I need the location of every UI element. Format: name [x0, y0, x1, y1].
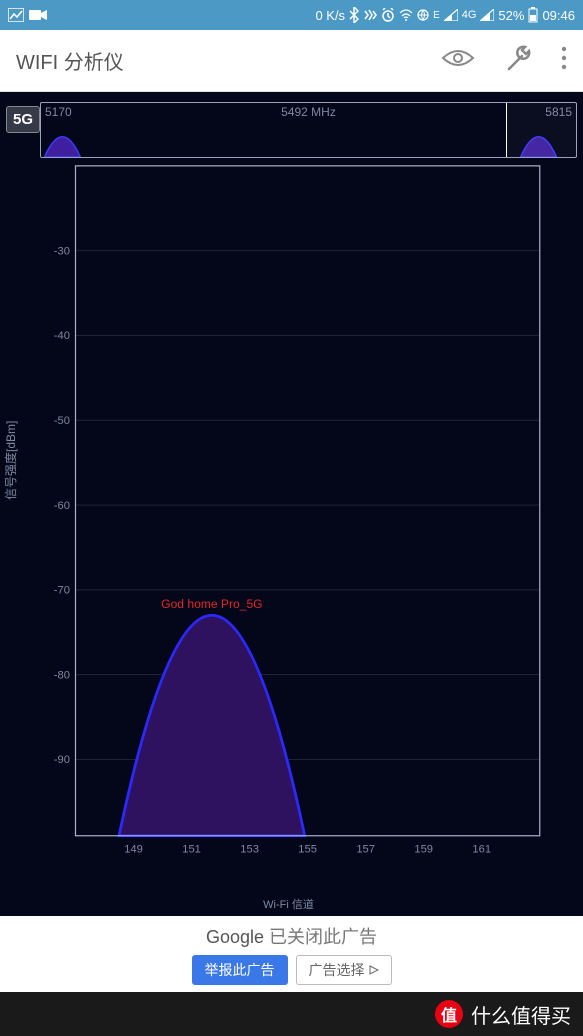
report-ad-button[interactable]: 举报此广告 [192, 955, 288, 985]
app-actions [441, 43, 567, 78]
watermark-footer: 值 什么值得买 [0, 992, 583, 1036]
svg-text:161: 161 [472, 844, 491, 856]
eye-icon[interactable] [441, 47, 475, 74]
band-toggle[interactable]: 5G [6, 106, 40, 133]
main-plot-container: 信号强度[dBm] -30 -40 -50 -60 -70 -80 -90 God home … [0, 164, 577, 916]
svg-text:157: 157 [356, 844, 375, 856]
smzdm-logo-icon: 值 [435, 1000, 463, 1028]
overview-center-freq: 5492 MHz [281, 105, 336, 119]
video-icon [29, 9, 47, 21]
battery-percent: 52% [498, 8, 524, 23]
ad-buttons: 举报此广告 广告选择 [192, 955, 392, 985]
svg-text:-30: -30 [54, 245, 70, 257]
svg-text:-60: -60 [54, 500, 70, 512]
vibrate-icon [363, 8, 377, 22]
ad-closed-message: Google 已关闭此广告 [206, 923, 377, 949]
y-axis-label: 信号强度[dBm] [2, 421, 19, 500]
svg-text:149: 149 [124, 844, 143, 856]
app-title: WIFI 分析仪 [16, 46, 124, 75]
wifi-icon [399, 9, 413, 21]
google-logo-text: Google [206, 927, 264, 947]
battery-icon [528, 7, 538, 23]
overview-viewport-handle[interactable] [506, 103, 576, 157]
svg-text:155: 155 [298, 844, 317, 856]
network-speed: 0 K/s [315, 8, 345, 23]
overview-left-freq: 5170 [45, 105, 72, 119]
wrench-icon[interactable] [503, 43, 533, 78]
app-toolbar: WIFI 分析仪 [0, 30, 583, 92]
clock-time: 09:46 [542, 8, 575, 23]
x-axis-label: Wi-Fi 信道 [263, 896, 314, 912]
edge-label: E [433, 10, 440, 21]
svg-text:159: 159 [414, 844, 433, 856]
svg-text:God home Pro_5G: God home Pro_5G [161, 597, 262, 611]
ad-message-text: 已关闭此广告 [269, 927, 377, 947]
status-left [8, 8, 47, 22]
svg-text:151: 151 [182, 844, 201, 856]
ad-choices-button[interactable]: 广告选择 [296, 955, 392, 985]
svg-text:-50: -50 [54, 415, 70, 427]
ad-banner: Google 已关闭此广告 举报此广告 广告选择 [0, 916, 583, 992]
bluetooth-icon [349, 7, 359, 23]
image-icon [8, 8, 24, 22]
overflow-menu-icon[interactable] [561, 46, 567, 75]
svg-text:-70: -70 [54, 585, 70, 597]
globe-icon [417, 9, 429, 21]
signal-bars-1-icon [444, 9, 458, 21]
watermark-text: 什么值得买 [471, 1000, 571, 1029]
svg-text:-90: -90 [54, 754, 70, 766]
signal-type: 4G [462, 9, 477, 21]
signal-bars-2-icon [480, 9, 494, 21]
svg-text:-40: -40 [54, 330, 70, 342]
chart-area: 5G 5170 5492 MHz 5815 信号强度[dBm] -30 -40 -5… [0, 92, 583, 916]
svg-text:-80: -80 [54, 669, 70, 681]
signal-chart[interactable]: -30 -40 -50 -60 -70 -80 -90 God home Pro_5G 149 1… [42, 164, 577, 864]
status-right: 0 K/s E 4G 52% 09:46 [315, 7, 575, 23]
svg-text:153: 153 [240, 844, 259, 856]
adchoices-icon [369, 965, 379, 975]
android-status-bar: 0 K/s E 4G 52% 09:46 [0, 0, 583, 30]
overview-strip[interactable]: 5170 5492 MHz 5815 [40, 102, 577, 158]
alarm-icon [381, 8, 395, 22]
ad-choices-label: 广告选择 [309, 960, 365, 980]
